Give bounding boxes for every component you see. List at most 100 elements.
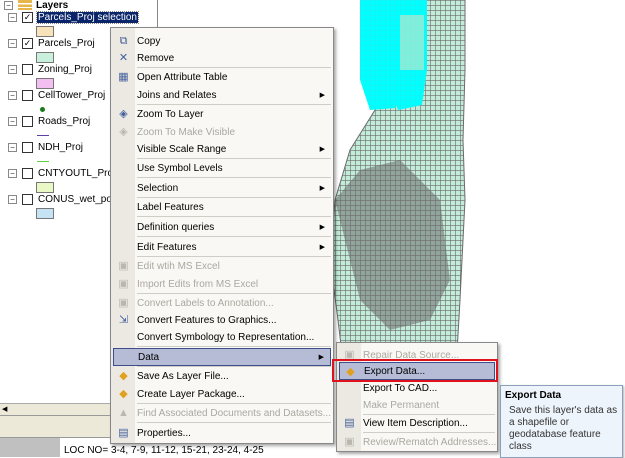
remove-icon: ✕	[118, 52, 129, 64]
layer-visibility-checkbox[interactable]	[22, 89, 33, 101]
line-symbol-icon	[37, 135, 49, 136]
layer-name[interactable]: CNTYOUTL_Proj	[38, 167, 116, 179]
layer-name[interactable]: NDH_Proj	[38, 141, 84, 153]
menu-item-icon-placeholder	[116, 88, 131, 102]
submenu-arrow-icon: ▶	[319, 146, 325, 153]
menu-item-icon-placeholder	[116, 330, 131, 344]
layer-name[interactable]: Parcels_Proj selection	[36, 10, 139, 24]
layer-item[interactable]: − CONUS_wet_poly	[8, 191, 120, 207]
layer-name[interactable]: CellTower_Proj	[38, 89, 106, 101]
layer-item[interactable]: − Zoning_Proj	[8, 61, 93, 77]
menu-item-label: Make Permanent	[363, 399, 440, 411]
menu-item-icon-placeholder	[342, 381, 357, 395]
menu-item-convert-labels-to-annotation[interactable]: ▣ Convert Labels to Annotation...	[113, 294, 331, 312]
menu-separator	[137, 104, 331, 105]
menu-item-use-symbol-levels[interactable]: Use Symbol Levels	[113, 159, 331, 177]
collapse-icon[interactable]: −	[8, 168, 17, 178]
map-view[interactable]	[160, 0, 625, 438]
layer-name[interactable]: Parcels_Proj	[38, 37, 95, 49]
menu-item-edit-features[interactable]: Edit Features ▶	[113, 238, 331, 256]
collapse-icon[interactable]: −	[4, 0, 13, 10]
layers-root[interactable]: − Layers	[4, 0, 68, 13]
menu-item-copy[interactable]: ⧉ Copy	[113, 32, 331, 50]
submenu-arrow-icon: ▶	[319, 92, 325, 99]
layer-visibility-checkbox[interactable]: ✓	[22, 11, 33, 23]
menu-item-label: Data	[138, 351, 160, 363]
menu-item-visible-scale-range[interactable]: Visible Scale Range ▶	[113, 140, 331, 158]
fill-symbol-swatch	[36, 182, 54, 193]
menu-item-definition-queries[interactable]: Definition queries ▶	[113, 218, 331, 236]
layer-visibility-checkbox[interactable]	[22, 141, 33, 153]
layer-item[interactable]: − ✓ Parcels_Proj	[8, 35, 96, 51]
layers-label: Layers	[36, 0, 69, 11]
menu-item-view-item-description[interactable]: ▤ View Item Description...	[339, 414, 495, 432]
menu-item-make-permanent[interactable]: Make Permanent	[339, 396, 495, 414]
layer-visibility-checkbox[interactable]	[22, 193, 33, 205]
collapse-icon[interactable]: −	[8, 142, 17, 152]
menu-item-convert-features-to-graphics[interactable]: ⇲ Convert Features to Graphics...	[113, 311, 331, 329]
menu-separator	[137, 346, 331, 347]
layer-name[interactable]: Zoning_Proj	[38, 63, 92, 75]
layer-item[interactable]: − CNTYOUTL_Proj	[8, 165, 116, 181]
menu-item-label: Save As Layer File...	[137, 370, 229, 382]
menu-separator	[137, 366, 331, 367]
properties-icon: ▤	[118, 427, 129, 439]
menu-item-label: Convert Labels to Annotation...	[137, 297, 274, 309]
menu-item-label: Export To CAD...	[363, 382, 438, 394]
layer-name[interactable]: CONUS_wet_poly	[38, 193, 120, 205]
tooltip-description: Save this layer's data as a shapefile or…	[509, 405, 618, 452]
layer-visibility-checkbox[interactable]: ✓	[22, 37, 33, 49]
menu-item-label: Convert Symbology to Representation...	[137, 331, 315, 343]
import-icon: ▣	[118, 278, 129, 290]
layer-item[interactable]: − Roads_Proj	[8, 113, 91, 129]
menu-item-repair-data-source[interactable]: ▣ Repair Data Source...	[339, 346, 495, 364]
menu-item-data[interactable]: Data ▶	[113, 348, 331, 366]
export-data-highlight-box	[332, 359, 498, 382]
collapse-icon[interactable]: −	[8, 38, 17, 48]
menu-item-joins-and-relates[interactable]: Joins and Relates ▶	[113, 86, 331, 104]
menu-item-label-features[interactable]: Label Features	[113, 198, 331, 216]
fill-symbol-swatch	[36, 78, 54, 89]
scroll-left-icon[interactable]: ◀	[2, 406, 8, 413]
menu-item-import-edits-from-ms-excel[interactable]: ▣ Import Edits from MS Excel	[113, 275, 331, 293]
menu-item-selection[interactable]: Selection ▶	[113, 179, 331, 197]
collapse-icon[interactable]: −	[8, 12, 17, 22]
menu-item-edit-wtih-ms-excel[interactable]: ▣ Edit wtih MS Excel	[113, 257, 331, 275]
menu-item-remove[interactable]: ✕ Remove	[113, 49, 331, 67]
menu-item-save-as-layer-file[interactable]: ◆ Save As Layer File...	[113, 367, 331, 385]
layer-name[interactable]: Roads_Proj	[38, 115, 91, 127]
menu-item-label: Properties...	[137, 427, 191, 439]
collapse-icon[interactable]: −	[8, 194, 17, 204]
layer-visibility-checkbox[interactable]	[22, 63, 33, 75]
menu-item-zoom-to-layer[interactable]: ◈ Zoom To Layer	[113, 105, 331, 123]
menu-item-convert-symbology-to-representation[interactable]: Convert Symbology to Representation...	[113, 328, 331, 346]
menu-separator	[137, 67, 331, 68]
menu-item-review-rematch-addresses[interactable]: ▣ Review/Rematch Addresses...	[339, 433, 497, 451]
menu-item-label: Convert Features to Graphics...	[137, 314, 277, 326]
menu-item-label: Label Features	[137, 201, 204, 213]
collapse-icon[interactable]: −	[8, 90, 17, 100]
menu-item-zoom-to-make-visible[interactable]: ◈ Zoom To Make Visible	[113, 123, 331, 141]
menu-item-icon-placeholder	[116, 220, 131, 234]
menu-item-label: Definition queries	[137, 221, 215, 233]
dense-parcels	[335, 160, 450, 330]
menu-item-find-associated-documents-and-datasets[interactable]: ▲ Find Associated Documents and Datasets.…	[113, 404, 331, 422]
layer-item[interactable]: − ✓ Parcels_Proj selection	[8, 9, 139, 25]
menu-item-create-layer-package[interactable]: ◆ Create Layer Package...	[113, 385, 331, 403]
layer-item[interactable]: − NDH_Proj	[8, 139, 84, 155]
menu-item-label: Review/Rematch Addresses...	[363, 436, 497, 448]
menu-separator	[137, 197, 331, 198]
layer-visibility-checkbox[interactable]	[22, 167, 33, 179]
layer-visibility-checkbox[interactable]	[22, 115, 33, 127]
menu-item-export-data[interactable]: ◆ Export Data...	[339, 362, 495, 380]
excel-icon: ▣	[118, 260, 129, 272]
export-data-tooltip: Export Data Save this layer's data as a …	[500, 385, 623, 458]
menu-item-export-to-cad[interactable]: Export To CAD...	[339, 379, 495, 397]
collapse-icon[interactable]: −	[8, 64, 17, 74]
menu-item-open-attribute-table[interactable]: ▦ Open Attribute Table	[113, 68, 331, 86]
menu-item-properties[interactable]: ▤ Properties...	[113, 424, 331, 442]
submenu-arrow-icon: ▶	[319, 244, 325, 251]
layer-item[interactable]: − CellTower_Proj	[8, 87, 106, 103]
menu-separator	[137, 236, 331, 237]
collapse-icon[interactable]: −	[8, 116, 17, 126]
